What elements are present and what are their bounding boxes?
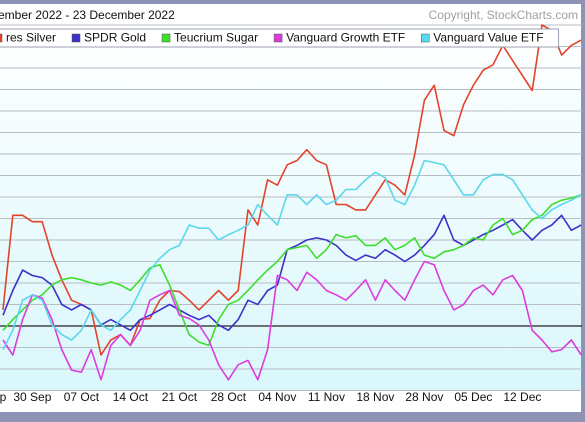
x-tick-label: 28 Oct <box>211 390 247 404</box>
lines <box>2 24 582 381</box>
x-tick-label: 21 Oct <box>162 390 198 404</box>
right-border <box>581 0 585 422</box>
legend-label: SPDR Gold <box>84 31 146 45</box>
legend: res Silver SPDR Gold Teucrium Sugar Vanguar… <box>0 28 560 48</box>
x-tick-label: 12 Dec <box>503 390 541 404</box>
legend-swatch <box>71 33 81 43</box>
x-tick-label: 11 Nov <box>308 390 345 404</box>
x-tick-label: 07 Oct <box>64 390 100 404</box>
legend-swatch <box>421 33 430 43</box>
legend-label: Vanguard Value ETF <box>433 31 543 45</box>
legend-label: Vanguard Growth ETF <box>286 31 405 45</box>
x-tick-label: 14 Oct <box>113 390 149 404</box>
series-line <box>2 24 582 356</box>
series-line <box>2 194 582 347</box>
bottom-border <box>0 412 585 422</box>
x-tick-label: 28 Nov <box>405 390 443 404</box>
chart-title: ember 2022 - 23 December 2022 <box>0 8 175 22</box>
x-axis-labels: p 30 Sep 07 Oct 14 Oct 21 Oct 28 Oct 04 Nov 11 … <box>0 390 541 404</box>
legend-swatch <box>0 33 3 43</box>
series-line <box>2 159 582 350</box>
top-border <box>0 0 585 4</box>
legend-label: res Silver <box>6 31 56 45</box>
legend-swatch <box>161 33 171 43</box>
x-tick-label: p <box>0 390 7 404</box>
x-tick-label: 18 Nov <box>356 390 394 404</box>
plot-area <box>0 26 582 391</box>
x-tick-label: 04 Nov <box>258 390 296 404</box>
x-tick-label: 30 Sep <box>13 390 51 404</box>
x-tick-label: 05 Dec <box>454 390 492 404</box>
copyright: Copyright, StockCharts.com <box>429 8 578 22</box>
legend-label: Teucrium Sugar <box>174 31 258 45</box>
legend-swatch <box>273 33 283 43</box>
series-line <box>2 260 582 381</box>
